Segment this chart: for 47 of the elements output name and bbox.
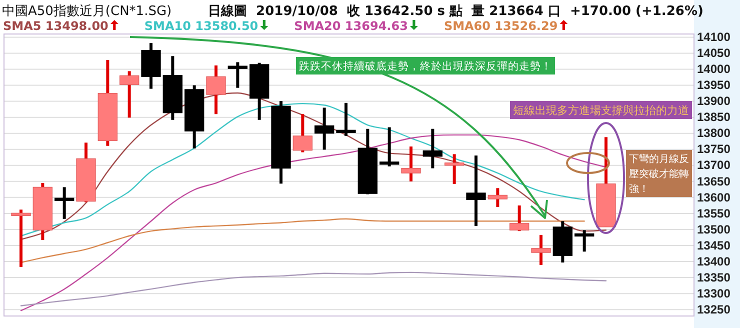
y-tick-label: 13450 (697, 238, 731, 252)
y-tick-label: 14100 (697, 30, 731, 44)
text: SMA60 13526.29 (444, 19, 558, 33)
y-tick-label: 13900 (697, 94, 731, 108)
candlestick (510, 205, 530, 232)
text: SMA10 13580.50 (144, 19, 258, 33)
line-series (20, 218, 585, 264)
y-tick-label: 13400 (697, 254, 731, 268)
y-tick-label: 13500 (697, 222, 731, 236)
candlestick (488, 188, 508, 208)
chart-subtitle: 日線圖 2019/10/08 收 13642.50 s 點 量 213664 口 +170.00 (+1.26%) (208, 4, 704, 19)
text: SMA20 13694.63 (294, 19, 408, 33)
candlestick (314, 108, 334, 150)
text: SMA5 13498.00 (3, 19, 108, 33)
candlestick (401, 146, 421, 182)
y-tick-label: 13850 (697, 110, 731, 124)
candlestick (466, 155, 486, 226)
y-tick-label: 13950 (697, 78, 731, 92)
candlestick (531, 234, 551, 266)
y-tick-label: 13550 (697, 206, 731, 220)
candlestick (574, 230, 594, 252)
candlestick (54, 187, 74, 219)
candlestick (228, 62, 248, 88)
candlestick (444, 154, 464, 184)
annotation: 跌跌不休持續破底走勢，終於出現跌深反彈的走勢！ (299, 59, 552, 72)
y-tick-label: 13250 (697, 302, 731, 316)
candlestick (336, 102, 356, 136)
line-series (20, 272, 607, 306)
candlestick (422, 128, 442, 168)
y-tick-label: 13350 (697, 270, 731, 284)
y-tick-label: 13300 (697, 286, 731, 300)
y-tick-label: 13650 (697, 174, 731, 188)
candlestick (380, 127, 400, 166)
chart-title: 中國A50指數近月(CN*1.SG) (2, 4, 172, 19)
y-tick-label: 13750 (697, 142, 731, 156)
candlestick (292, 114, 312, 152)
y-tick-label: 14000 (697, 62, 731, 76)
annotation: 短線出現多方進場支撐與拉抬的力道 (513, 104, 689, 117)
line-series (20, 134, 607, 312)
y-tick-label: 13700 (697, 158, 731, 172)
candlestick (11, 210, 31, 267)
y-tick-label: 13600 (697, 190, 731, 204)
y-tick-label: 13800 (697, 126, 731, 140)
candlestick (120, 71, 140, 118)
y-tick-label: 14050 (697, 46, 731, 60)
candlestick (206, 65, 226, 114)
text: 下彎的月線反壓突破才能轉強！ (629, 153, 689, 195)
